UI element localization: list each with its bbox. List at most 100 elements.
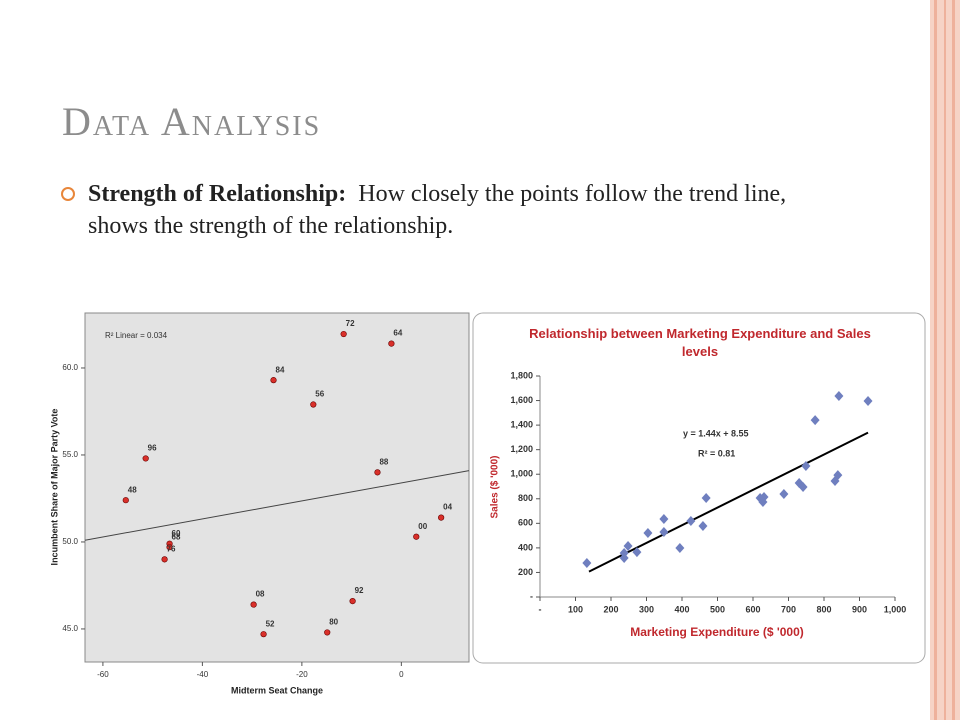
x-tick-label: -40 [197, 670, 209, 679]
point-label: 08 [256, 590, 265, 599]
bullet: Strength of Relationship: How closely th… [88, 178, 838, 242]
y-axis-label: Incumbent Share of Major Party Vote [49, 409, 59, 566]
y-tick-label: 1,600 [510, 395, 533, 405]
x-tick-label: 100 [568, 604, 583, 614]
y-axis-label: Sales ($ '000) [490, 456, 501, 519]
point [659, 514, 669, 525]
x-tick-label: -20 [296, 670, 308, 679]
x-tick-label: - [539, 604, 542, 614]
x-tick-label: 500 [710, 604, 725, 614]
point [701, 493, 711, 504]
y-tick-label: 600 [518, 518, 533, 528]
side-stripe [944, 0, 946, 720]
y-tick-label: 400 [518, 542, 533, 552]
point [863, 396, 873, 407]
y-tick-label: 60.0 [62, 363, 78, 372]
point [161, 556, 168, 563]
point [833, 470, 843, 481]
y-tick-label: 1,000 [510, 469, 533, 479]
point-label: 04 [443, 503, 452, 512]
point [250, 601, 257, 608]
point [340, 330, 347, 338]
point [623, 541, 633, 552]
x-tick-label: 300 [639, 604, 654, 614]
side-stripe [952, 0, 955, 720]
y-tick-label: - [530, 591, 533, 601]
point [675, 543, 685, 554]
point [324, 629, 331, 636]
point [686, 516, 696, 527]
point [374, 469, 381, 476]
x-tick-label: -60 [97, 670, 109, 679]
point-label: 96 [148, 444, 157, 453]
x-tick-label: 800 [816, 604, 831, 614]
point [413, 533, 420, 540]
point [619, 548, 629, 559]
point [659, 527, 669, 538]
x-tick-label: 900 [852, 604, 867, 614]
bullet-icon [61, 187, 75, 201]
point [310, 401, 317, 408]
x-axis-label: Midterm Seat Change [231, 685, 323, 695]
point [349, 598, 356, 605]
point [166, 544, 173, 551]
point [270, 377, 277, 384]
y-tick-label: 1,800 [510, 370, 533, 380]
y-tick-label: 55.0 [62, 450, 78, 459]
chart-frame-2 [472, 312, 926, 664]
point [810, 415, 820, 426]
point [260, 631, 267, 638]
trend-line [84, 470, 470, 541]
point-label: 64 [393, 329, 402, 338]
x-tick-label: 0 [399, 670, 404, 679]
point [801, 460, 811, 471]
point-label: 84 [276, 365, 285, 374]
point [388, 340, 395, 347]
point [758, 496, 768, 507]
point-label: 80 [329, 618, 338, 627]
y-tick-label: 800 [518, 493, 533, 503]
point [643, 528, 653, 539]
point [142, 455, 149, 462]
slide-title: Data Analysis [62, 99, 322, 144]
point-label: 92 [355, 586, 364, 595]
point [834, 391, 844, 402]
point [632, 547, 642, 558]
point-label: 56 [315, 390, 324, 399]
point-label: 60 [172, 529, 181, 538]
y-tick-label: 50.0 [62, 537, 78, 546]
point-label: 48 [128, 485, 137, 494]
point [798, 481, 808, 492]
plot-bg-1 [84, 312, 470, 663]
point [438, 514, 445, 521]
point-label: 72 [346, 319, 355, 328]
y-tick-label: 1,400 [510, 419, 533, 429]
trend-line [588, 431, 869, 573]
bullet-text: How closely the points follow the trend … [88, 181, 787, 239]
chart-title: Relationship between Marketing Expenditu… [529, 326, 871, 359]
x-tick-label: 1,000 [884, 604, 907, 614]
annotation: R² Linear = 0.034 [105, 331, 168, 340]
point [779, 488, 789, 499]
y-tick-label: 1,200 [510, 444, 533, 454]
point-label: 52 [266, 619, 275, 628]
point-label: 00 [418, 522, 427, 531]
side-stripe [934, 0, 937, 720]
point-label: 88 [379, 457, 388, 466]
x-tick-label: 200 [603, 604, 618, 614]
x-tick-label: 600 [745, 604, 760, 614]
bullet-label: Strength of Relationship: [88, 181, 347, 207]
y-tick-label: 200 [518, 567, 533, 577]
point-label: 68 [172, 532, 181, 541]
point [698, 521, 708, 532]
annotation: y = 1.44x + 8.55 [683, 428, 749, 438]
x-tick-label: 400 [674, 604, 689, 614]
x-axis-label: Marketing Expenditure ($ '000) [630, 625, 804, 639]
point [122, 497, 129, 504]
point-label: 76 [167, 544, 176, 553]
annotation: R² = 0.81 [698, 448, 735, 458]
x-tick-label: 700 [781, 604, 796, 614]
point [582, 557, 592, 568]
